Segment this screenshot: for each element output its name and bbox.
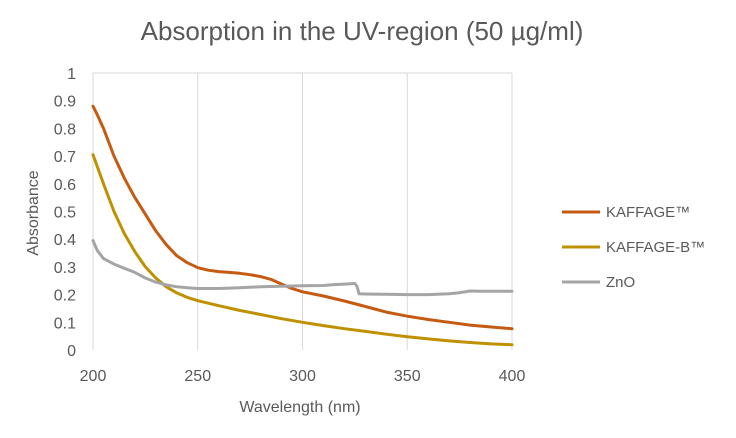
y-tick-label: 0.1: [54, 315, 76, 332]
series-line-1: [91, 153, 514, 347]
y-tick-label: 0.7: [54, 149, 76, 166]
y-tick-label: 0: [67, 343, 76, 360]
legend-label-0: KAFFAGE™: [606, 204, 690, 221]
x-tick-label: 350: [394, 368, 421, 385]
y-tick-label: 0.6: [54, 177, 76, 194]
x-axis-ticks: 200 250 300 350 400: [80, 368, 526, 385]
x-tick-label: 200: [80, 368, 107, 385]
series-line-2: [91, 239, 514, 297]
y-tick-label: 0.5: [54, 205, 76, 222]
y-tick-label: 0.2: [54, 288, 76, 305]
y-tick-label: 1: [67, 66, 76, 83]
x-tick-label: 400: [499, 368, 526, 385]
x-tick-label: 250: [184, 368, 211, 385]
y-axis-ticks: 0 0.1 0.2 0.3 0.4 0.5 0.6 0.7 0.8 0.9 1: [54, 66, 76, 360]
series-lines: [91, 104, 514, 347]
x-tick-label: 300: [289, 368, 316, 385]
y-tick-label: 0.8: [54, 121, 76, 138]
y-tick-label: 0.9: [54, 94, 76, 111]
x-axis-title: Wavelength (nm): [239, 399, 360, 416]
series-line-0: [91, 104, 514, 331]
chart-title: Absorption in the UV-region (50 µg/ml): [141, 16, 584, 46]
y-axis-title: Absorbance: [25, 170, 42, 255]
y-tick-label: 0.4: [54, 232, 76, 249]
legend-label-1: KAFFAGE-B™: [606, 239, 705, 256]
legend-label-2: ZnO: [606, 274, 635, 291]
y-tick-label: 0.3: [54, 260, 76, 277]
plot-grid: [92, 72, 513, 350]
legend: KAFFAGE™ KAFFAGE-B™ ZnO: [562, 204, 705, 291]
